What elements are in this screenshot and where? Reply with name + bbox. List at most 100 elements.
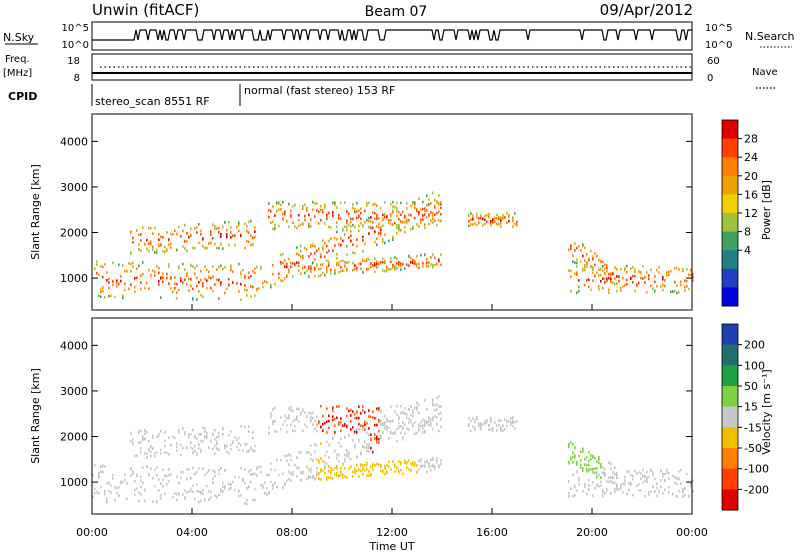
data-cell xyxy=(440,411,442,415)
data-cell xyxy=(374,230,376,234)
data-cell xyxy=(396,210,398,213)
data-cell xyxy=(430,424,432,427)
data-cell xyxy=(334,272,336,275)
data-cell xyxy=(208,446,210,449)
data-cell xyxy=(600,484,602,487)
data-cell xyxy=(294,463,296,467)
data-cell xyxy=(598,258,600,262)
data-cell xyxy=(288,414,290,417)
data-cell xyxy=(322,469,324,472)
data-cell xyxy=(350,465,352,468)
data-cell xyxy=(346,210,348,213)
data-cell xyxy=(612,272,614,276)
data-cell xyxy=(298,261,300,264)
data-cell xyxy=(474,222,476,225)
data-cell xyxy=(374,464,376,467)
data-cell xyxy=(586,265,588,269)
data-cell xyxy=(340,259,342,263)
data-cell xyxy=(348,467,350,471)
data-cell xyxy=(230,236,232,239)
data-cell xyxy=(256,474,258,477)
data-cell xyxy=(216,246,218,250)
data-cell xyxy=(254,294,256,297)
data-cell xyxy=(430,202,432,205)
data-cell xyxy=(616,485,618,489)
data-cell xyxy=(278,208,280,211)
data-cell xyxy=(346,267,348,270)
data-cell xyxy=(94,464,96,467)
data-cell xyxy=(164,251,166,254)
data-cell xyxy=(296,246,298,249)
data-cell xyxy=(274,430,276,433)
data-cell xyxy=(172,435,174,439)
data-cell xyxy=(252,472,254,476)
data-cell xyxy=(658,489,660,492)
data-cell xyxy=(344,265,346,268)
data-cell xyxy=(352,410,354,413)
data-cell xyxy=(336,206,338,209)
data-cell xyxy=(314,450,316,453)
data-cell xyxy=(396,232,398,235)
data-cell xyxy=(484,421,486,424)
data-cell xyxy=(150,450,152,454)
data-cell xyxy=(614,277,616,280)
data-cell xyxy=(192,466,194,470)
data-cell xyxy=(514,212,516,215)
data-cell xyxy=(178,428,180,432)
data-cell xyxy=(376,407,378,411)
data-cell xyxy=(140,479,142,482)
data-cell xyxy=(604,263,606,267)
data-cell xyxy=(344,225,346,228)
data-cell xyxy=(342,269,344,272)
data-cell xyxy=(468,220,470,223)
data-cell xyxy=(390,222,392,226)
data-cell xyxy=(312,417,314,420)
data-cell xyxy=(218,435,220,438)
data-cell xyxy=(418,225,420,228)
data-cell xyxy=(110,294,112,297)
data-cell xyxy=(338,475,340,478)
data-cell xyxy=(436,415,438,419)
data-cell xyxy=(662,278,664,281)
data-cell xyxy=(202,426,204,429)
data-cell xyxy=(166,276,168,280)
data-cell xyxy=(642,481,644,485)
data-cell xyxy=(202,492,204,496)
data-cell xyxy=(324,206,326,209)
data-cell xyxy=(588,469,590,473)
data-cell xyxy=(412,415,414,418)
data-cell xyxy=(420,458,422,461)
data-cell xyxy=(320,253,322,256)
data-cell xyxy=(310,267,312,270)
data-cell xyxy=(636,484,638,488)
data-cell xyxy=(248,231,250,234)
data-cell xyxy=(318,421,320,425)
data-cell xyxy=(268,431,270,435)
data-cell xyxy=(428,465,430,468)
data-cell xyxy=(602,488,604,492)
data-cell xyxy=(170,246,172,249)
data-cell xyxy=(424,209,426,212)
data-cell xyxy=(288,407,290,410)
data-cell xyxy=(440,425,442,429)
data-cell xyxy=(332,437,334,440)
data-cell xyxy=(616,488,618,491)
data-cell xyxy=(176,449,178,453)
data-cell xyxy=(394,265,396,268)
data-cell xyxy=(108,481,110,484)
data-cell xyxy=(250,447,252,451)
data-cell xyxy=(326,215,328,219)
data-cell xyxy=(682,490,684,494)
data-cell xyxy=(414,464,416,467)
data-cell xyxy=(202,237,204,240)
data-cell xyxy=(484,218,486,222)
data-cell xyxy=(282,472,284,476)
data-cell xyxy=(224,291,226,295)
data-cell xyxy=(660,469,662,473)
data-cell xyxy=(422,218,424,221)
data-cell xyxy=(200,439,202,443)
data-cell xyxy=(212,223,214,226)
data-cell xyxy=(592,454,594,458)
data-cell xyxy=(206,434,208,438)
